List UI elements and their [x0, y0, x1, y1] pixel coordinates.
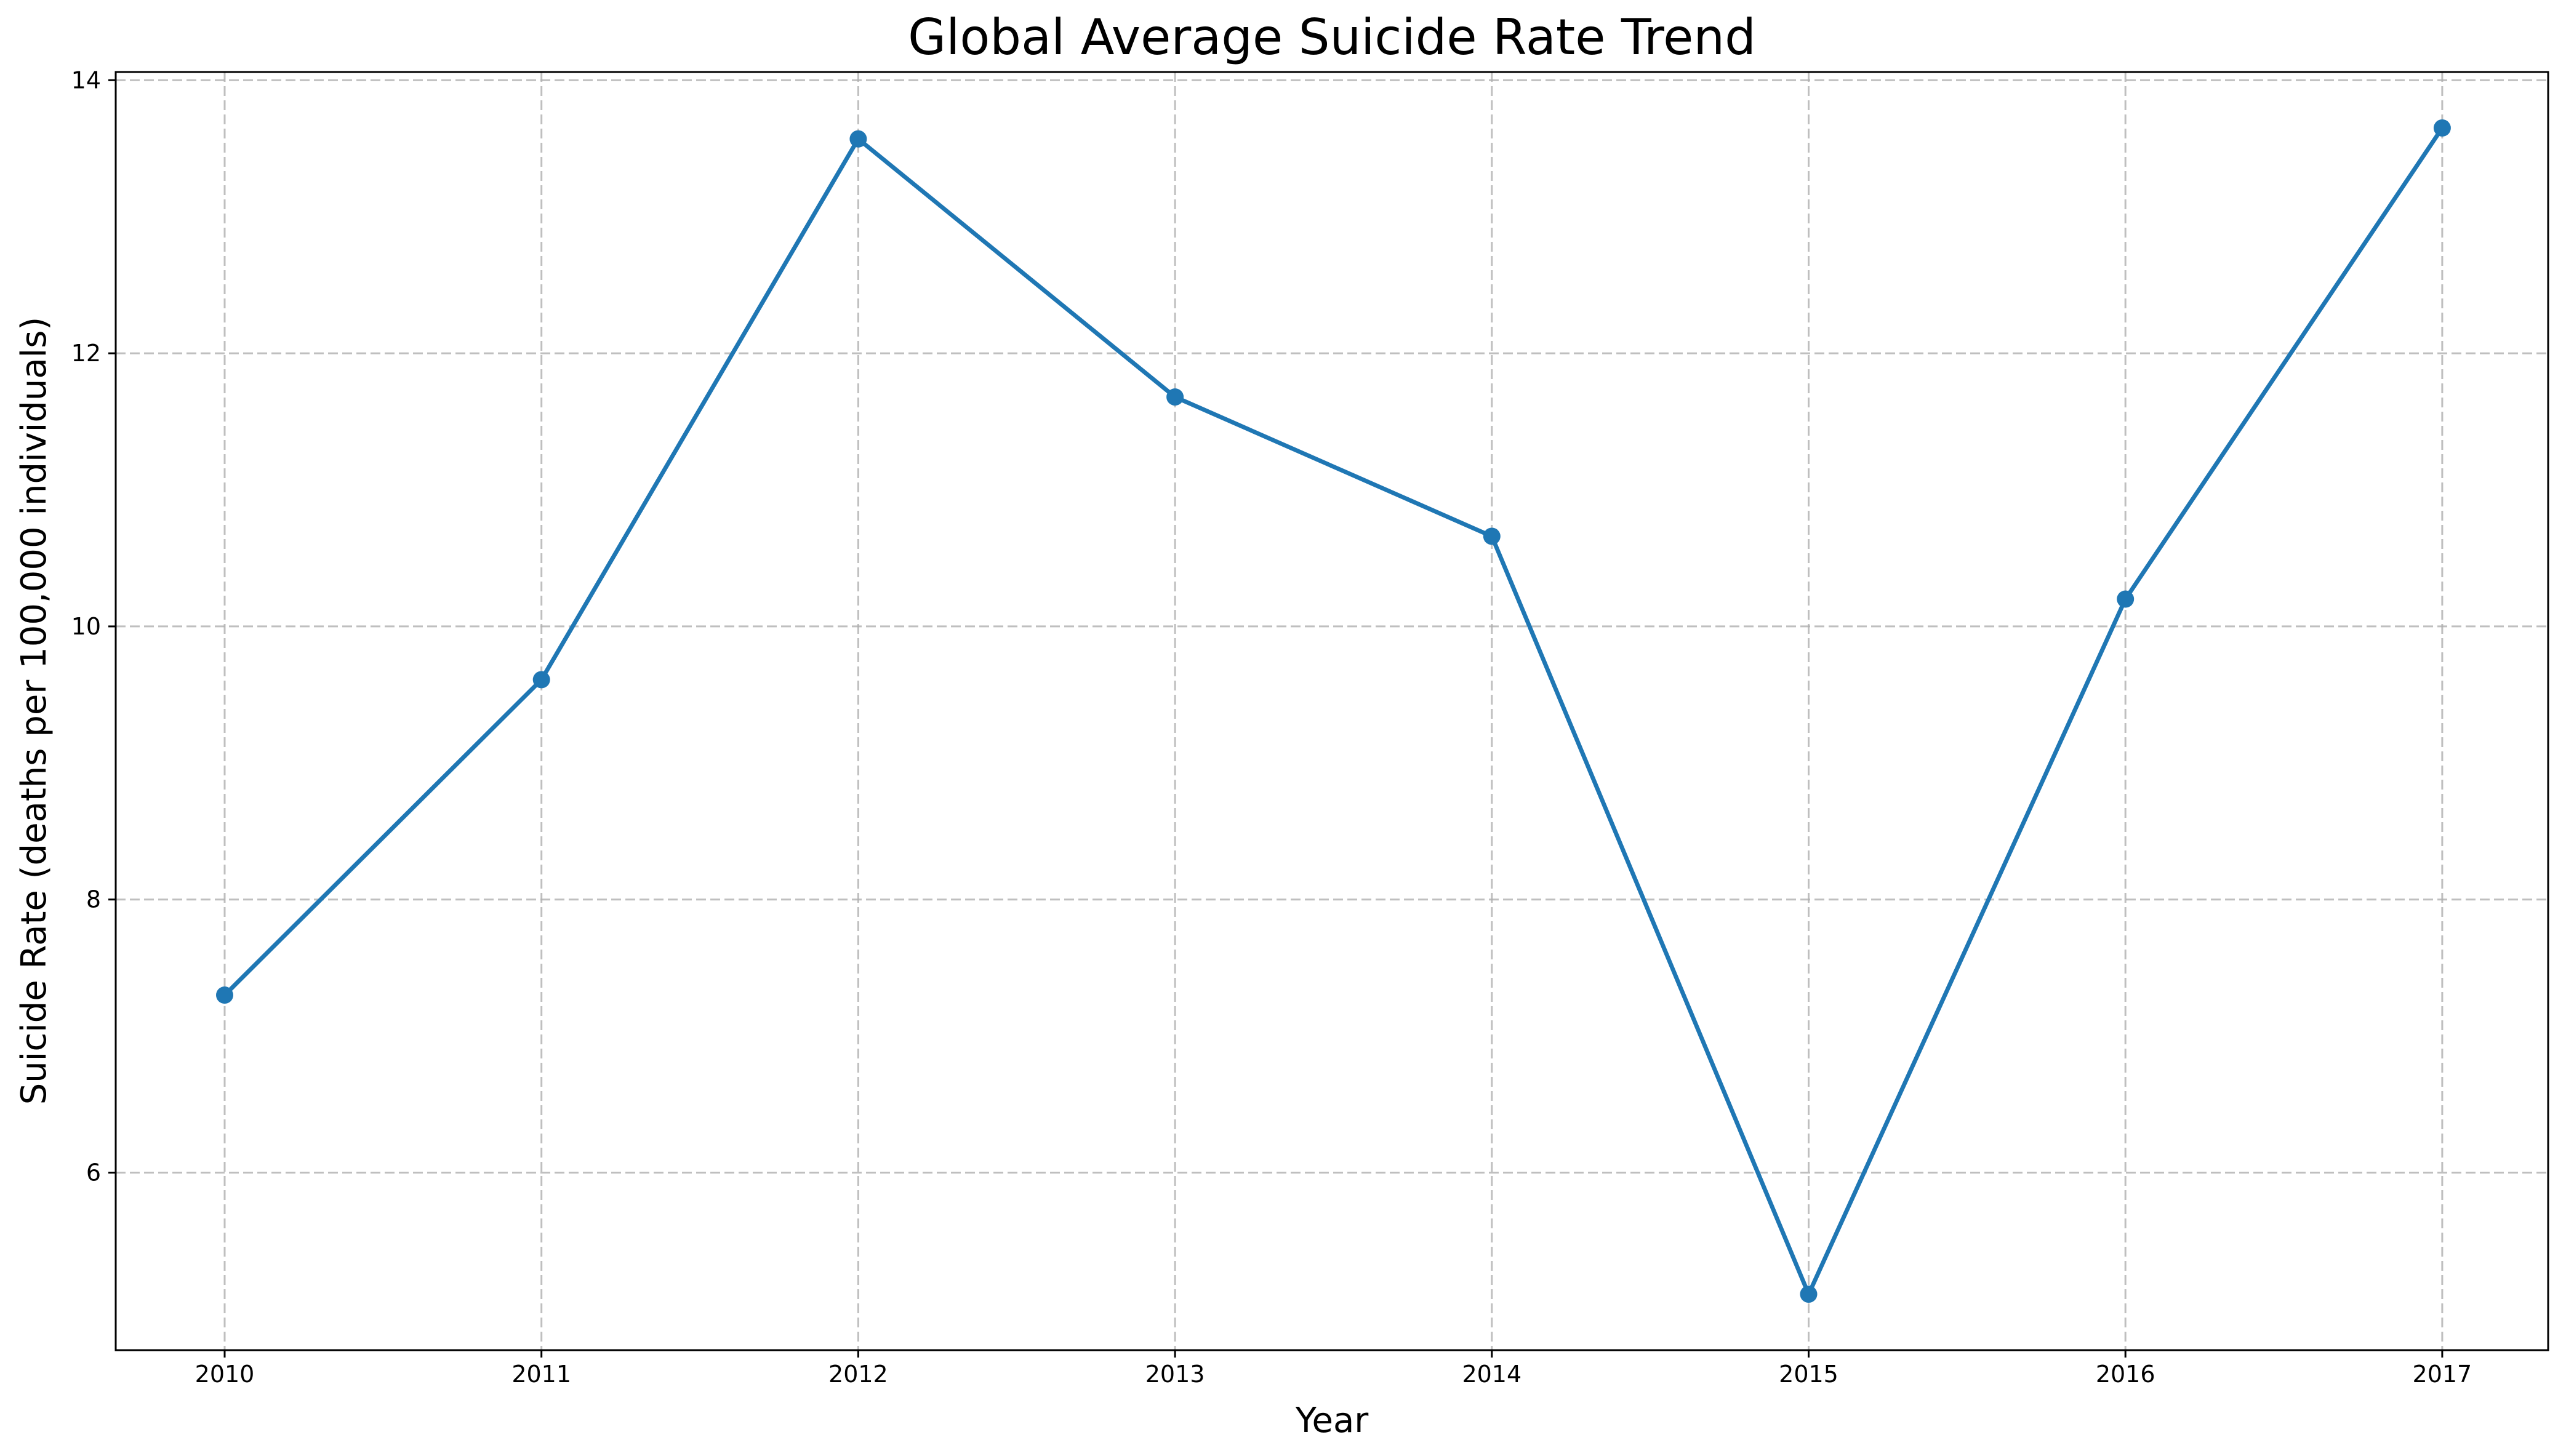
x-tick-label: 2017 [2413, 1361, 2472, 1388]
y-axis-label: Suicide Rate (deaths per 100,000 individ… [14, 317, 54, 1105]
x-tick-label: 2011 [511, 1361, 571, 1388]
data-point [849, 130, 867, 148]
x-tick-label: 2016 [2096, 1361, 2155, 1388]
data-point [1800, 1286, 1818, 1303]
data-point [1166, 388, 1184, 406]
y-tick-label: 6 [86, 1159, 101, 1186]
data-point [2433, 119, 2451, 137]
axis-ticks: 2010 2011 2012 2013 2014 2015 2016 2017 6 8 10 12 14 [71, 66, 2472, 1388]
y-tick-label: 14 [71, 66, 101, 94]
data-point [216, 986, 233, 1004]
series-line [222, 126, 2445, 1297]
x-tick-label: 2010 [195, 1361, 255, 1388]
data-point [1483, 527, 1501, 545]
x-tick-label: 2014 [1462, 1361, 1522, 1388]
data-point [532, 671, 550, 689]
series-layer [216, 119, 2451, 1303]
x-tick-label: 2015 [1779, 1361, 1838, 1388]
y-tick-label: 12 [71, 340, 101, 367]
x-tick-label: 2012 [828, 1361, 888, 1388]
chart-title: Global Average Suicide Rate Trend [908, 9, 1756, 66]
data-point [2117, 590, 2135, 608]
x-axis-label: Year [1295, 1401, 1369, 1441]
x-tick-label: 2013 [1145, 1361, 1205, 1388]
y-tick-label: 8 [86, 886, 101, 913]
y-tick-label: 10 [71, 613, 101, 640]
plot-area-frame [114, 71, 2549, 1351]
grid [116, 72, 2548, 1350]
